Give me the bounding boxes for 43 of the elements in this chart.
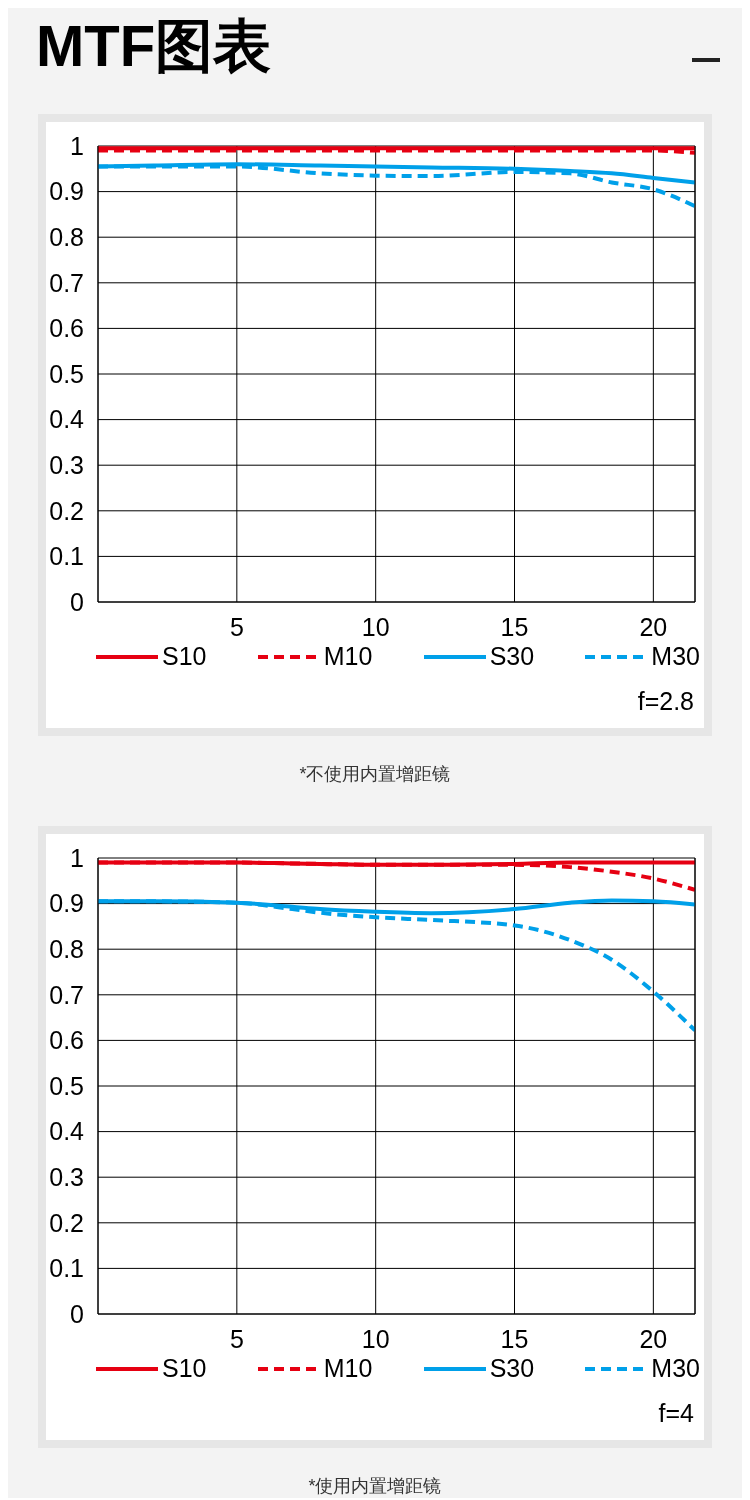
legend-label: M10 (323, 1354, 373, 1383)
x-tick-label: 10 (361, 1324, 390, 1353)
x-tick-label: 15 (500, 1324, 529, 1353)
text: f=4 (657, 1398, 695, 1429)
y-tick-label: 0.3 (49, 1163, 84, 1192)
y-tick-label: 0 (70, 1299, 84, 1328)
y-tick-label: 0.2 (49, 1208, 84, 1237)
x-tick-label: 5 (229, 612, 244, 641)
x-tick-label: 5 (229, 1324, 244, 1353)
x-tick-label: 10 (361, 612, 390, 641)
x-tick-label: 15 (500, 612, 529, 641)
y-tick-label: 0.1 (49, 1254, 84, 1283)
text: *不使用内置增距镜 (298, 763, 452, 786)
y-tick-label: 0.8 (49, 935, 84, 964)
y-tick-label: 0.2 (49, 496, 84, 525)
y-tick-label: 0.1 (49, 542, 84, 571)
y-tick-label: 0.3 (49, 451, 84, 480)
y-tick-label: 0 (70, 587, 84, 616)
chart-title: MTF图表 (36, 12, 273, 80)
legend-label: S30 (489, 1354, 535, 1383)
y-tick-label: 1 (70, 131, 84, 160)
legend-label: S30 (489, 642, 535, 671)
legend-label: M30 (651, 642, 700, 671)
legend-label: S10 (162, 642, 207, 671)
text: f=2.8 (636, 686, 695, 717)
y-tick-label: 0.8 (49, 223, 84, 252)
y-tick-label: 0.6 (49, 314, 84, 343)
y-tick-label: 0.9 (49, 177, 84, 206)
y-tick-label: 0.5 (49, 1071, 84, 1100)
y-tick-label: 1 (70, 843, 84, 872)
x-tick-label: 20 (639, 612, 668, 641)
x-tick-label: 20 (639, 1324, 668, 1353)
y-tick-label: 0.4 (49, 405, 85, 434)
legend-label: S10 (162, 1354, 207, 1383)
y-tick-label: 0.4 (49, 1117, 85, 1146)
y-tick-label: 0.5 (49, 359, 84, 388)
legend-label: M10 (323, 642, 373, 671)
y-tick-label: 0.7 (49, 268, 84, 297)
legend-label: M30 (651, 1354, 700, 1383)
text: *使用内置增距镜 (307, 1475, 443, 1498)
y-tick-label: 0.7 (49, 980, 84, 1009)
y-tick-label: 0.6 (49, 1026, 84, 1055)
y-tick-label: 0.9 (49, 889, 84, 918)
